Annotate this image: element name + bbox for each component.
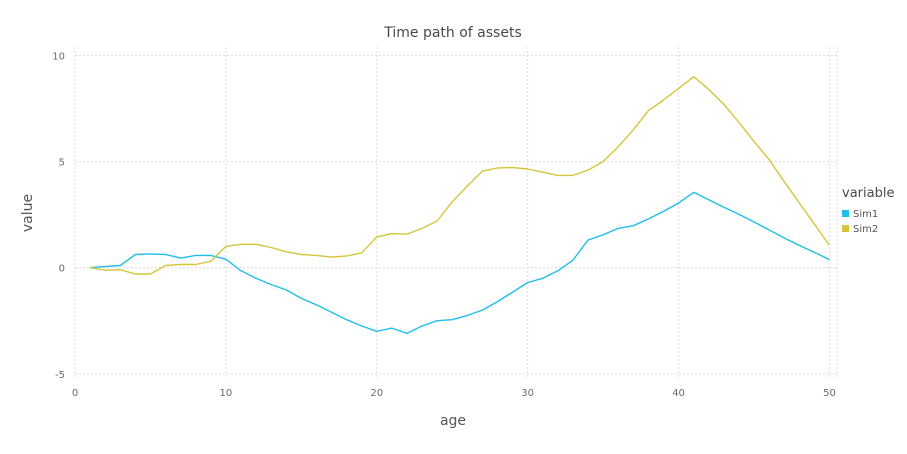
x-tick-label: 40 [672,388,685,399]
legend: variable Sim1 Sim2 [842,186,894,235]
legend-items: Sim1 Sim2 [842,209,878,235]
chart-title: Time path of assets [383,25,522,41]
legend-label-sim2: Sim2 [853,224,878,235]
y-axis-ticks: -5 0 5 10 [52,51,65,380]
series-layer [89,76,831,335]
legend-label-sim1: Sim1 [853,209,878,220]
series-line-sim2 [89,76,831,275]
y-tick-label: 10 [52,51,65,62]
x-tick-label: 50 [823,388,836,399]
legend-swatch-sim1 [842,210,849,217]
series-line-sim1 [90,191,830,335]
y-tick-label: 5 [59,158,65,169]
x-tick-label: 10 [220,388,233,399]
x-axis-label: age [440,413,466,429]
legend-swatch-sim2 [842,225,849,232]
y-tick-label: 0 [59,264,65,275]
x-axis-ticks: 0 10 20 30 40 50 [72,388,836,399]
x-tick-label: 30 [521,388,534,399]
y-tick-label: -5 [55,370,65,381]
y-axis-label: value [20,194,36,232]
legend-title: variable [842,186,894,201]
gridlines [74,47,838,378]
x-tick-label: 20 [370,388,383,399]
x-tick-label: 0 [72,388,78,399]
